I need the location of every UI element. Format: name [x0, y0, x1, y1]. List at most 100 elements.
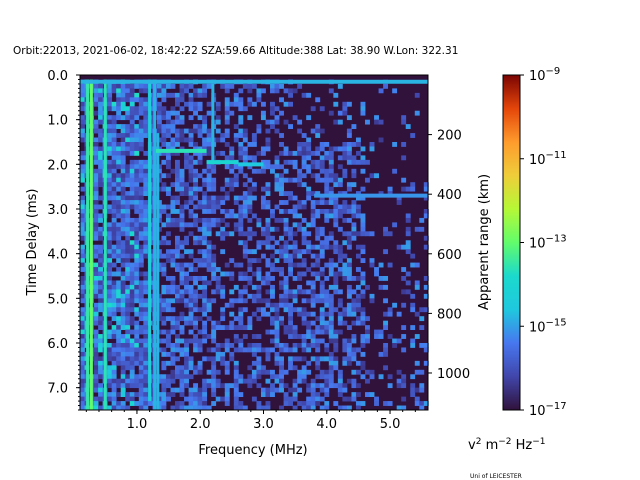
- heatmap-cell: [410, 383, 416, 389]
- heatmap-cell: [116, 360, 122, 366]
- heatmap-cell: [247, 316, 253, 322]
- heatmap-cell: [346, 258, 352, 263]
- heatmap-cell: [111, 177, 117, 183]
- heatmap-cell: [279, 253, 284, 259]
- heatmap-cell: [233, 316, 239, 322]
- heatmap-cell: [301, 320, 307, 326]
- heatmap-cell: [80, 244, 85, 250]
- heatmap-cell: [251, 101, 257, 107]
- heatmap-cell: [256, 244, 262, 250]
- heatmap-cell: [202, 119, 208, 125]
- heatmap-cell: [93, 182, 99, 188]
- heatmap-cell: [301, 204, 307, 210]
- heatmap-cell: [238, 325, 244, 330]
- heatmap-cell: [188, 195, 194, 201]
- heatmap-cell: [242, 155, 248, 161]
- heatmap-cell: [165, 164, 171, 170]
- heatmap-cell: [355, 284, 361, 290]
- heatmap-cell: [125, 182, 131, 188]
- heatmap-cell: [202, 137, 208, 143]
- heatmap-cell: [238, 204, 244, 210]
- heatmap-cell: [202, 168, 208, 174]
- heatmap-cell: [202, 146, 208, 152]
- heatmap-cell: [161, 97, 167, 103]
- heatmap-cell: [165, 142, 171, 147]
- heatmap-cell: [98, 405, 104, 411]
- heatmap-cell: [98, 204, 104, 210]
- heatmap-cell: [328, 88, 334, 94]
- heatmap-cell: [242, 159, 248, 165]
- heatmap-cell: [111, 307, 117, 313]
- heatmap-cell: [161, 173, 167, 179]
- heatmap-cell: [333, 334, 339, 339]
- heatmap-cell: [98, 396, 104, 402]
- heatmap-cell: [333, 244, 339, 250]
- heatmap-cell: [184, 356, 189, 362]
- heatmap-cell: [301, 262, 307, 268]
- heatmap-cell: [184, 284, 189, 290]
- heatmap-cell: [233, 360, 239, 366]
- heatmap-cell: [134, 356, 140, 362]
- heatmap-cell: [197, 347, 203, 353]
- heatmap-cell: [134, 338, 140, 344]
- heatmap-cell: [80, 320, 85, 326]
- heatmap-cell: [161, 142, 167, 147]
- heatmap-cell: [288, 293, 294, 299]
- heatmap-cell: [288, 253, 294, 259]
- heatmap-cell: [297, 142, 303, 147]
- heatmap-cell: [378, 276, 384, 281]
- heatmap-cell: [238, 320, 244, 326]
- heatmap-cell: [383, 249, 389, 255]
- heatmap-cell: [111, 146, 117, 152]
- heatmap-cell: [292, 325, 298, 330]
- heatmap-cell: [138, 128, 144, 134]
- heatmap-cell: [156, 92, 162, 98]
- heatmap-cell: [247, 101, 253, 107]
- heatmap-cell: [247, 226, 253, 232]
- heatmap-cell: [170, 320, 176, 326]
- heatmap-cell: [193, 298, 199, 304]
- heatmap-cell: [301, 200, 307, 205]
- heatmap-cell: [138, 88, 144, 94]
- heatmap-cell: [80, 343, 85, 348]
- heatmap-cell: [107, 276, 113, 281]
- heatmap-cell: [93, 302, 99, 308]
- heatmap-cell: [184, 150, 189, 156]
- heatmap-cell: [387, 191, 393, 196]
- heatmap-cell: [179, 289, 185, 295]
- heatmap-cell: [165, 396, 171, 402]
- heatmap-cell: [206, 369, 212, 375]
- heatmap-cell: [414, 311, 420, 317]
- heatmap-cell: [383, 325, 389, 330]
- heatmap-cell: [156, 378, 162, 384]
- heatmap-cell: [202, 387, 208, 393]
- heatmap-cell: [138, 369, 144, 375]
- heatmap-cell: [351, 168, 357, 174]
- heatmap-cell: [423, 182, 429, 188]
- heatmap-cell: [270, 262, 275, 268]
- heatmap-cell: [93, 186, 99, 192]
- heatmap-cell: [242, 128, 248, 134]
- heatmap-cell: [129, 88, 135, 94]
- heatmap-cell: [116, 110, 122, 116]
- heatmap-cell: [328, 200, 334, 205]
- heatmap-cell: [229, 168, 235, 174]
- heatmap-cell: [116, 244, 122, 250]
- heatmap-cell: [337, 320, 343, 326]
- heatmap-cell: [355, 360, 361, 366]
- heatmap-cell: [138, 343, 144, 348]
- heatmap-cell: [202, 320, 208, 326]
- heatmap-cell: [310, 271, 316, 277]
- heatmap-cell: [283, 146, 289, 152]
- heatmap-cell: [315, 226, 321, 232]
- heatmap-cell: [161, 235, 167, 241]
- heatmap-cell: [387, 307, 393, 313]
- heatmap-cell: [220, 235, 226, 241]
- heatmap-cell: [283, 307, 289, 313]
- heatmap-cell: [125, 164, 131, 170]
- heatmap-cell: [247, 280, 253, 286]
- heatmap-cell: [369, 142, 375, 147]
- heatmap-cell: [301, 173, 307, 179]
- heatmap-cell: [170, 124, 176, 129]
- heatmap-cell: [306, 155, 312, 161]
